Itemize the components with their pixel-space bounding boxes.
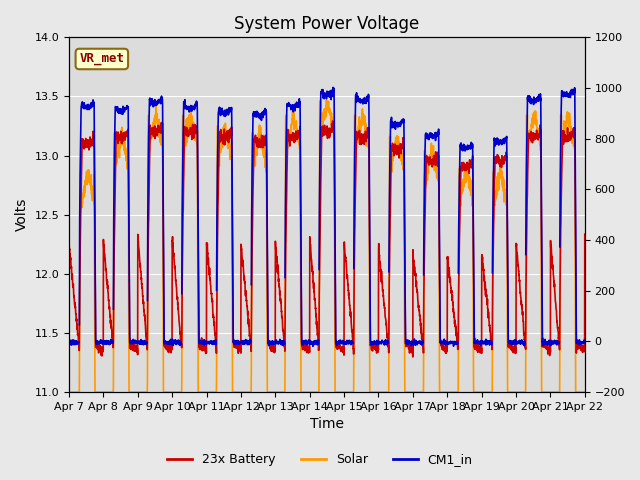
Y-axis label: Volts: Volts [15,198,29,231]
X-axis label: Time: Time [310,418,344,432]
Title: System Power Voltage: System Power Voltage [234,15,420,33]
Text: VR_met: VR_met [79,52,124,65]
Legend: 23x Battery, Solar, CM1_in: 23x Battery, Solar, CM1_in [163,448,477,471]
